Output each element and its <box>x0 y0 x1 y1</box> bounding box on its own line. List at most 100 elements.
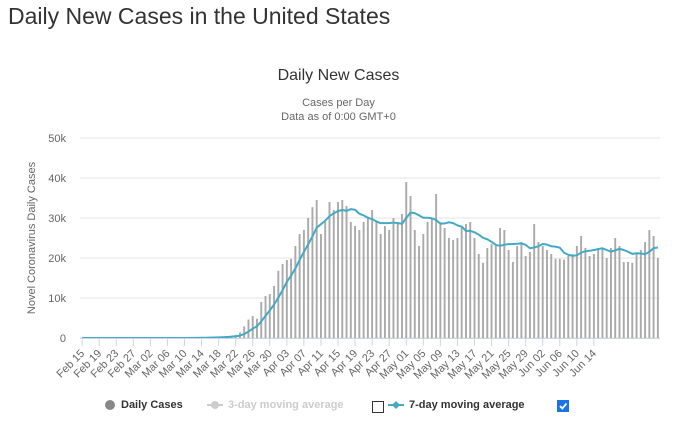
daily-cases-bar[interactable] <box>396 222 399 338</box>
daily-cases-bar[interactable] <box>366 218 369 338</box>
daily-cases-bar[interactable] <box>354 226 357 338</box>
daily-cases-bar[interactable] <box>307 218 310 338</box>
daily-cases-bar[interactable] <box>622 262 625 338</box>
daily-cases-bar[interactable] <box>520 242 523 338</box>
legend-item-daily-cases[interactable]: Daily Cases <box>104 396 183 414</box>
daily-cases-bar[interactable] <box>281 264 284 338</box>
daily-cases-bar[interactable] <box>268 294 271 338</box>
daily-cases-bar[interactable] <box>597 250 600 338</box>
daily-cases-bar[interactable] <box>452 240 455 338</box>
daily-cases-bar[interactable] <box>337 202 339 338</box>
daily-cases-bar[interactable] <box>401 214 403 338</box>
daily-cases-bar[interactable] <box>588 256 591 338</box>
seven-day-average-checkbox[interactable] <box>557 400 569 412</box>
daily-cases-bar[interactable] <box>507 250 510 338</box>
three-day-average-checkbox[interactable] <box>372 401 384 413</box>
daily-cases-bar[interactable] <box>627 262 629 338</box>
daily-cases-bar[interactable] <box>473 238 476 338</box>
daily-cases-bar[interactable] <box>635 254 638 338</box>
daily-cases-bar[interactable] <box>388 230 391 338</box>
daily-cases-bar[interactable] <box>324 222 327 338</box>
daily-cases-bar[interactable] <box>541 246 544 338</box>
daily-cases-bar[interactable] <box>571 254 574 338</box>
legend-item-7day-average[interactable]: 7-day moving average <box>388 396 525 414</box>
daily-cases-bar[interactable] <box>332 210 335 338</box>
daily-cases-bar[interactable] <box>375 222 378 338</box>
daily-cases-bar[interactable] <box>447 238 450 338</box>
daily-cases-bar[interactable] <box>379 234 382 338</box>
daily-cases-bar[interactable] <box>465 224 467 338</box>
daily-cases-bar[interactable] <box>409 196 412 338</box>
daily-cases-bar[interactable] <box>550 254 553 338</box>
daily-cases-bar[interactable] <box>469 222 472 338</box>
daily-cases-bar[interactable] <box>426 222 429 338</box>
daily-cases-bar[interactable] <box>477 254 480 338</box>
daily-cases-bar[interactable] <box>273 286 275 338</box>
daily-cases-bar[interactable] <box>430 218 433 338</box>
daily-cases-bar[interactable] <box>302 230 305 338</box>
daily-cases-bar[interactable] <box>290 258 293 338</box>
daily-cases-bar[interactable] <box>341 200 344 338</box>
daily-cases-bar[interactable] <box>516 246 519 338</box>
daily-cases-bar[interactable] <box>610 248 612 338</box>
daily-cases-bar[interactable] <box>490 244 493 338</box>
daily-cases-bar[interactable] <box>631 262 634 338</box>
daily-cases-bar[interactable] <box>644 242 647 338</box>
daily-cases-bar[interactable] <box>537 242 540 338</box>
daily-cases-bar[interactable] <box>546 250 548 338</box>
daily-cases-bar[interactable] <box>499 228 502 338</box>
daily-cases-bar[interactable] <box>656 258 659 338</box>
daily-cases-bar[interactable] <box>511 262 514 338</box>
daily-cases-bar[interactable] <box>652 236 655 338</box>
daily-cases-bar[interactable] <box>439 222 442 338</box>
daily-cases-bar[interactable] <box>605 258 608 338</box>
daily-cases-bar[interactable] <box>580 236 583 338</box>
daily-cases-bar[interactable] <box>584 248 587 338</box>
daily-cases-bar[interactable] <box>277 270 280 338</box>
daily-cases-bar[interactable] <box>567 256 570 338</box>
daily-cases-bar[interactable] <box>320 234 322 338</box>
daily-cases-bar[interactable] <box>251 316 254 338</box>
daily-cases-bar[interactable] <box>486 248 489 338</box>
daily-cases-bar[interactable] <box>614 238 617 338</box>
daily-cases-bar[interactable] <box>558 258 561 338</box>
legend-item-3day-average[interactable]: 3-day moving average <box>207 396 344 414</box>
daily-cases-bar[interactable] <box>618 246 621 338</box>
daily-cases-bar[interactable] <box>315 200 318 338</box>
daily-cases-bar[interactable] <box>503 230 506 338</box>
daily-cases-bar[interactable] <box>639 250 642 338</box>
daily-cases-bar[interactable] <box>435 194 438 338</box>
daily-cases-bar[interactable] <box>524 256 527 338</box>
daily-cases-bar[interactable] <box>418 246 420 338</box>
daily-cases-bar[interactable] <box>358 230 361 338</box>
daily-cases-bar[interactable] <box>592 254 595 338</box>
daily-cases-bar[interactable] <box>405 182 408 338</box>
daily-cases-bar[interactable] <box>328 202 331 338</box>
daily-cases-bar[interactable] <box>371 210 374 338</box>
daily-cases-bars[interactable] <box>166 182 659 338</box>
daily-cases-bar[interactable] <box>460 226 463 338</box>
daily-cases-bar[interactable] <box>443 228 446 338</box>
daily-cases-bar[interactable] <box>311 207 314 338</box>
daily-cases-bar[interactable] <box>533 224 536 338</box>
daily-cases-bar[interactable] <box>383 226 386 338</box>
daily-cases-bar[interactable] <box>247 319 250 338</box>
daily-cases-bar[interactable] <box>345 206 348 338</box>
daily-cases-bar[interactable] <box>294 246 297 338</box>
daily-cases-bar[interactable] <box>575 246 578 338</box>
daily-cases-bar[interactable] <box>298 234 301 338</box>
daily-cases-bar[interactable] <box>494 246 497 338</box>
daily-cases-bar[interactable] <box>554 258 557 338</box>
daily-cases-bar[interactable] <box>563 259 565 338</box>
daily-cases-bar[interactable] <box>422 234 425 338</box>
daily-cases-bar[interactable] <box>528 252 531 338</box>
daily-cases-bar[interactable] <box>243 326 246 338</box>
daily-cases-bar[interactable] <box>285 260 288 338</box>
daily-cases-bar[interactable] <box>413 230 416 338</box>
daily-cases-bar[interactable] <box>601 248 604 338</box>
daily-cases-bar[interactable] <box>648 230 651 338</box>
seven-day-average-line[interactable] <box>82 208 659 339</box>
daily-cases-bar[interactable] <box>362 222 365 338</box>
seven-day-average-path[interactable] <box>82 208 659 339</box>
daily-cases-bar[interactable] <box>482 262 484 338</box>
